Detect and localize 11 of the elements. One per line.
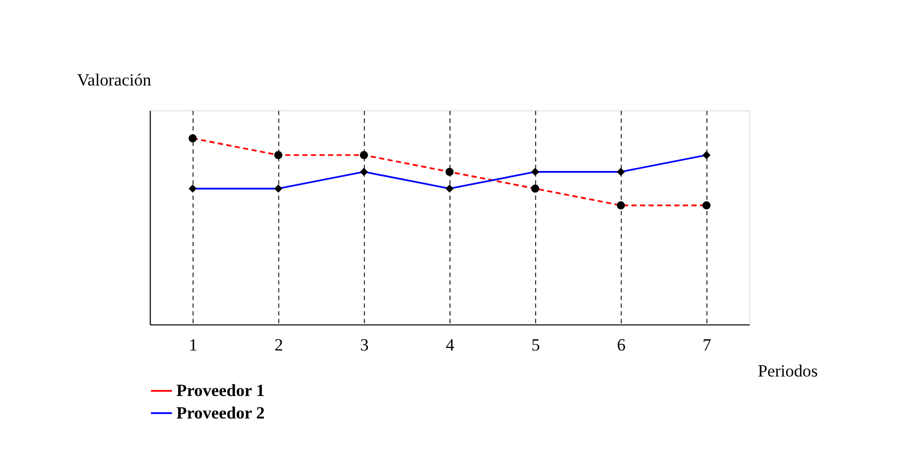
x-tick-label: 6 [616, 336, 626, 355]
x-tick-label: 3 [360, 336, 369, 355]
legend-label: Proveedor 2 [176, 403, 265, 422]
legend-label: Proveedor 1 [176, 380, 265, 400]
x-tick-label: 5 [531, 336, 540, 355]
x-tick-label: 1 [188, 336, 198, 355]
y-axis-title: Valoración [77, 70, 152, 90]
x-axis-title: Periodos [758, 362, 818, 381]
x-tick-label: 7 [702, 336, 712, 355]
x-tick-label: 2 [274, 336, 284, 355]
x-tick-label: 4 [446, 336, 455, 355]
